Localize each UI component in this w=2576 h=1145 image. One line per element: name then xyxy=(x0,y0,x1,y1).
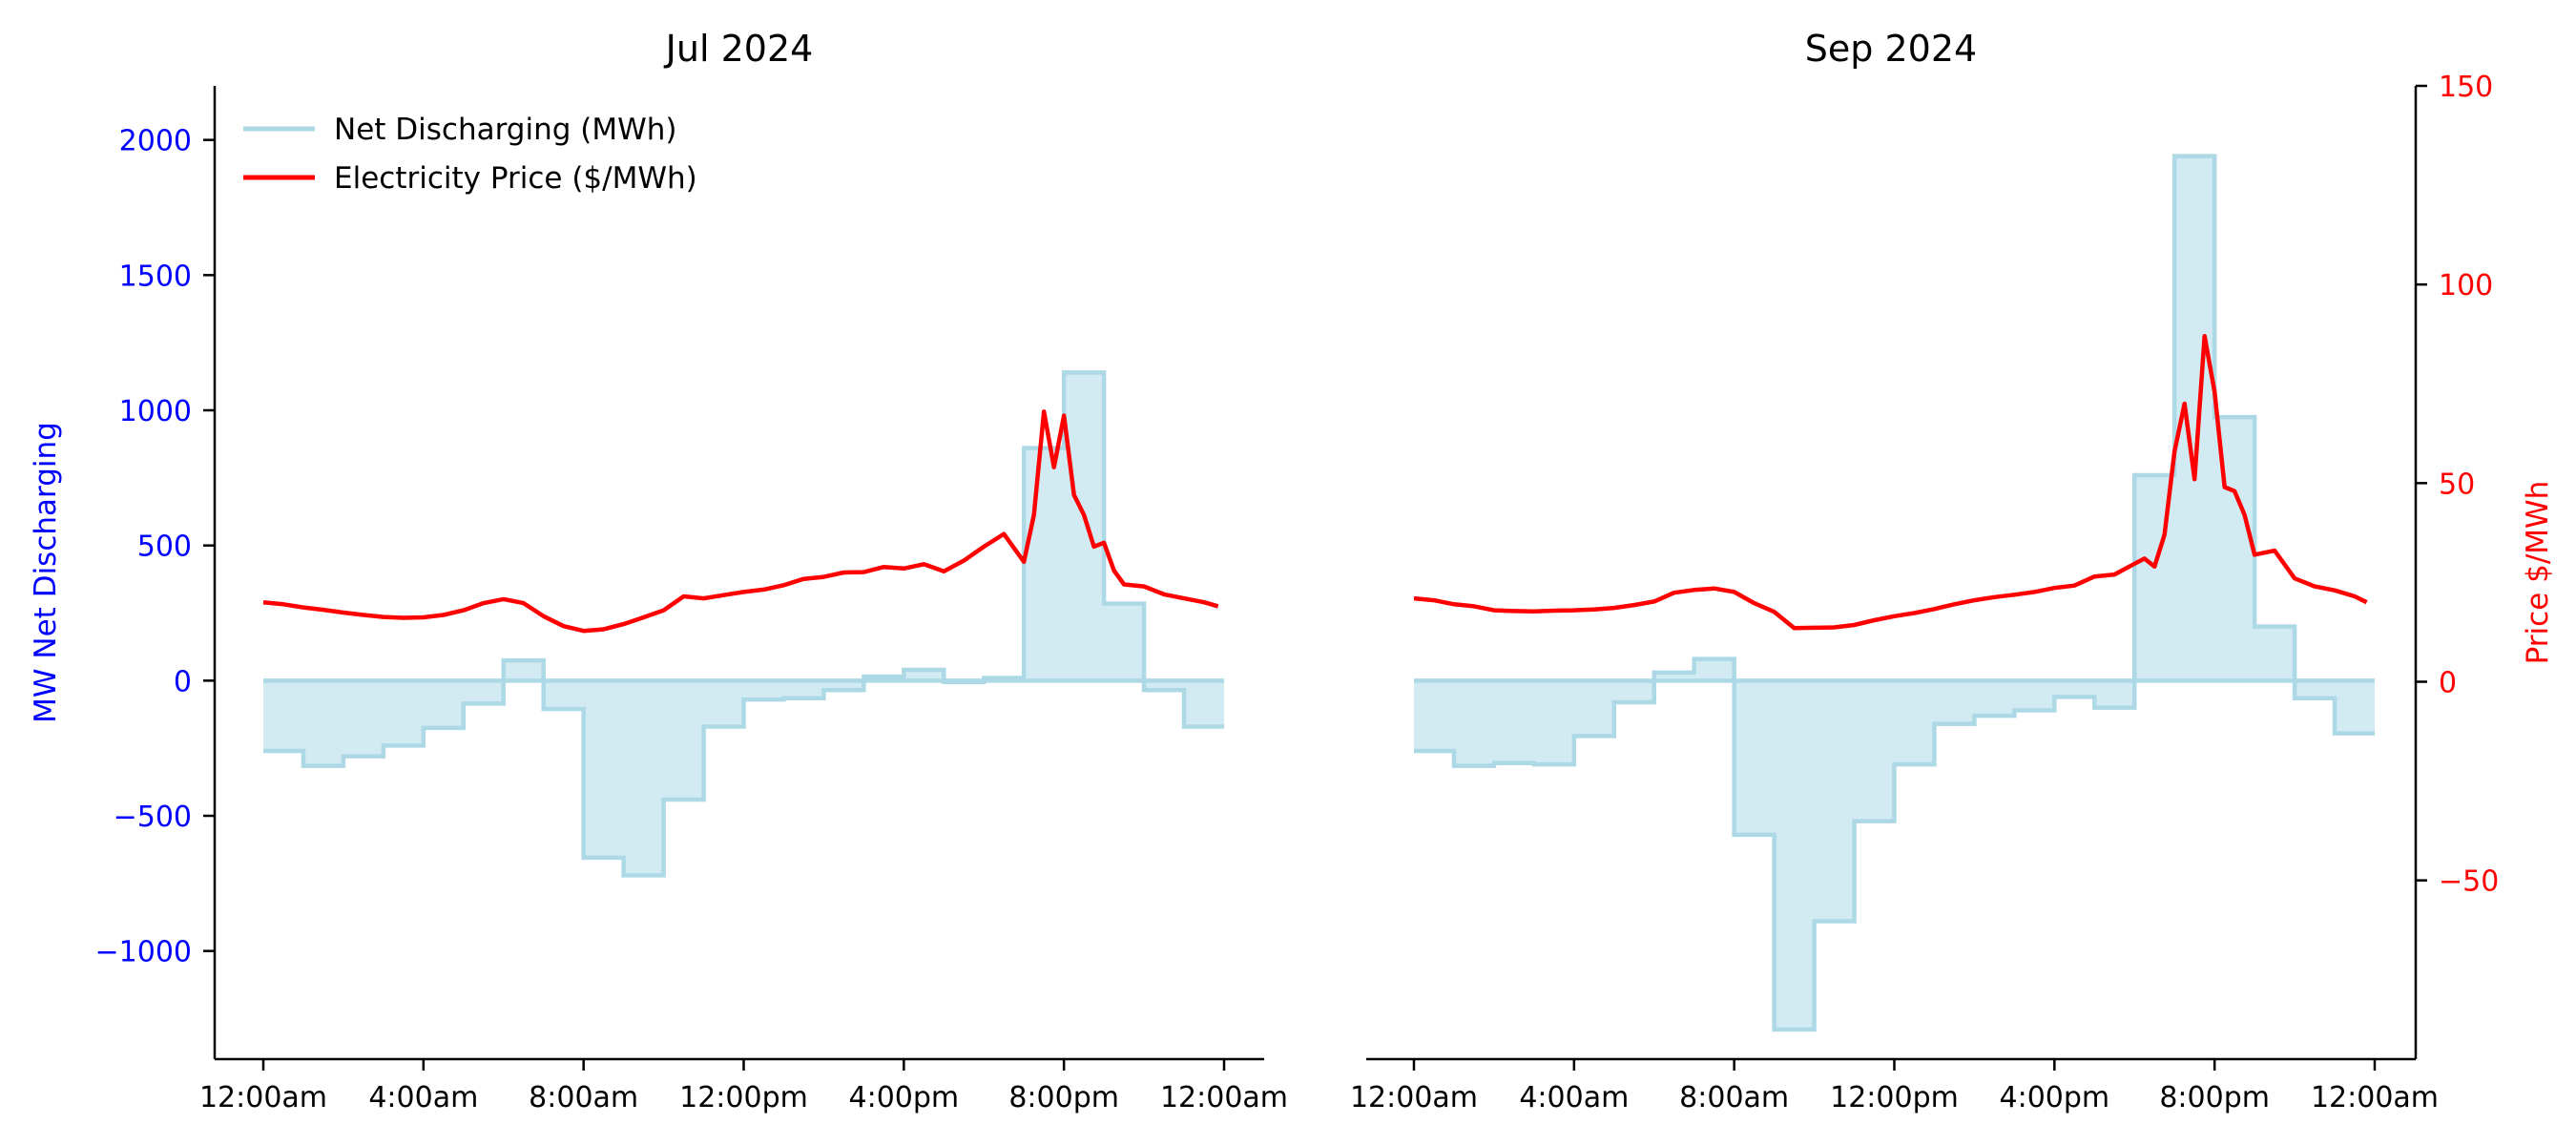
x-tick-label: 4:00am xyxy=(1519,1081,1629,1114)
price-line xyxy=(1413,334,2368,631)
discharging-step-line xyxy=(263,370,1224,878)
x-tick-label: 12:00am xyxy=(1160,1081,1288,1114)
left-y-tick-label: 2000 xyxy=(119,125,192,158)
x-tick-label: 12:00am xyxy=(1350,1081,1478,1114)
right-y-tick-label: 50 xyxy=(2439,468,2475,501)
panel-1: 12:00am 4:00am 8:00am 12:00pm 4:00pm 8:00pm 12… xyxy=(199,28,1288,1114)
left-y-axis: −1000 −500 0 500 1000 1500 2000 MW Net Discharg… xyxy=(29,86,217,1059)
left-y-tick-label: −500 xyxy=(114,801,192,834)
right-y-tick-label: 100 xyxy=(2439,269,2493,302)
left-y-tick-label: 1500 xyxy=(119,260,192,293)
x-tick-label: 4:00pm xyxy=(2000,1081,2110,1114)
x-tick-label: 8:00pm xyxy=(1008,1081,1119,1114)
panel-2: 12:00am 4:00am 8:00am 12:00pm 4:00pm 8:00pm 12… xyxy=(1350,28,2439,1114)
right-y-tick-label: 0 xyxy=(2439,666,2457,699)
x-tick-label: 12:00am xyxy=(199,1081,327,1114)
panel-title: Jul 2024 xyxy=(664,28,814,70)
discharging-area xyxy=(263,372,1224,876)
x-tick-label: 8:00am xyxy=(1679,1081,1789,1114)
left-y-tick-label: −1000 xyxy=(95,936,192,969)
discharging-step-line xyxy=(1414,154,2375,1032)
left-y-tick-label: 500 xyxy=(137,531,192,564)
discharging-area xyxy=(1414,156,2375,1030)
x-tick-label: 4:00pm xyxy=(849,1081,960,1114)
x-tick-label: 8:00am xyxy=(529,1081,638,1114)
right-y-axis: −50 0 50 100 150 Price $/MWh xyxy=(2414,71,2555,1059)
x-tick-label: 12:00am xyxy=(2311,1081,2439,1114)
right-y-tick-label: −50 xyxy=(2439,865,2499,899)
x-tick-label: 12:00pm xyxy=(679,1081,808,1114)
left-y-axis-label: MW Net Discharging xyxy=(29,422,63,723)
legend-label: Electricity Price ($/MWh) xyxy=(334,161,697,196)
panel-title: Sep 2024 xyxy=(1805,28,1977,70)
x-tick-label: 12:00pm xyxy=(1830,1081,1959,1114)
left-y-tick-label: 0 xyxy=(174,665,192,698)
left-y-tick-label: 1000 xyxy=(119,395,192,428)
x-tick-label: 8:00pm xyxy=(2159,1081,2270,1114)
right-y-axis-label: Price $/MWh xyxy=(2521,481,2555,665)
x-tick-label: 4:00am xyxy=(368,1081,478,1114)
price-line xyxy=(262,409,1219,634)
legend: Net Discharging (MWh) Electricity Price (… xyxy=(243,113,697,196)
right-y-tick-label: 150 xyxy=(2439,71,2493,104)
legend-label: Net Discharging (MWh) xyxy=(334,113,677,147)
